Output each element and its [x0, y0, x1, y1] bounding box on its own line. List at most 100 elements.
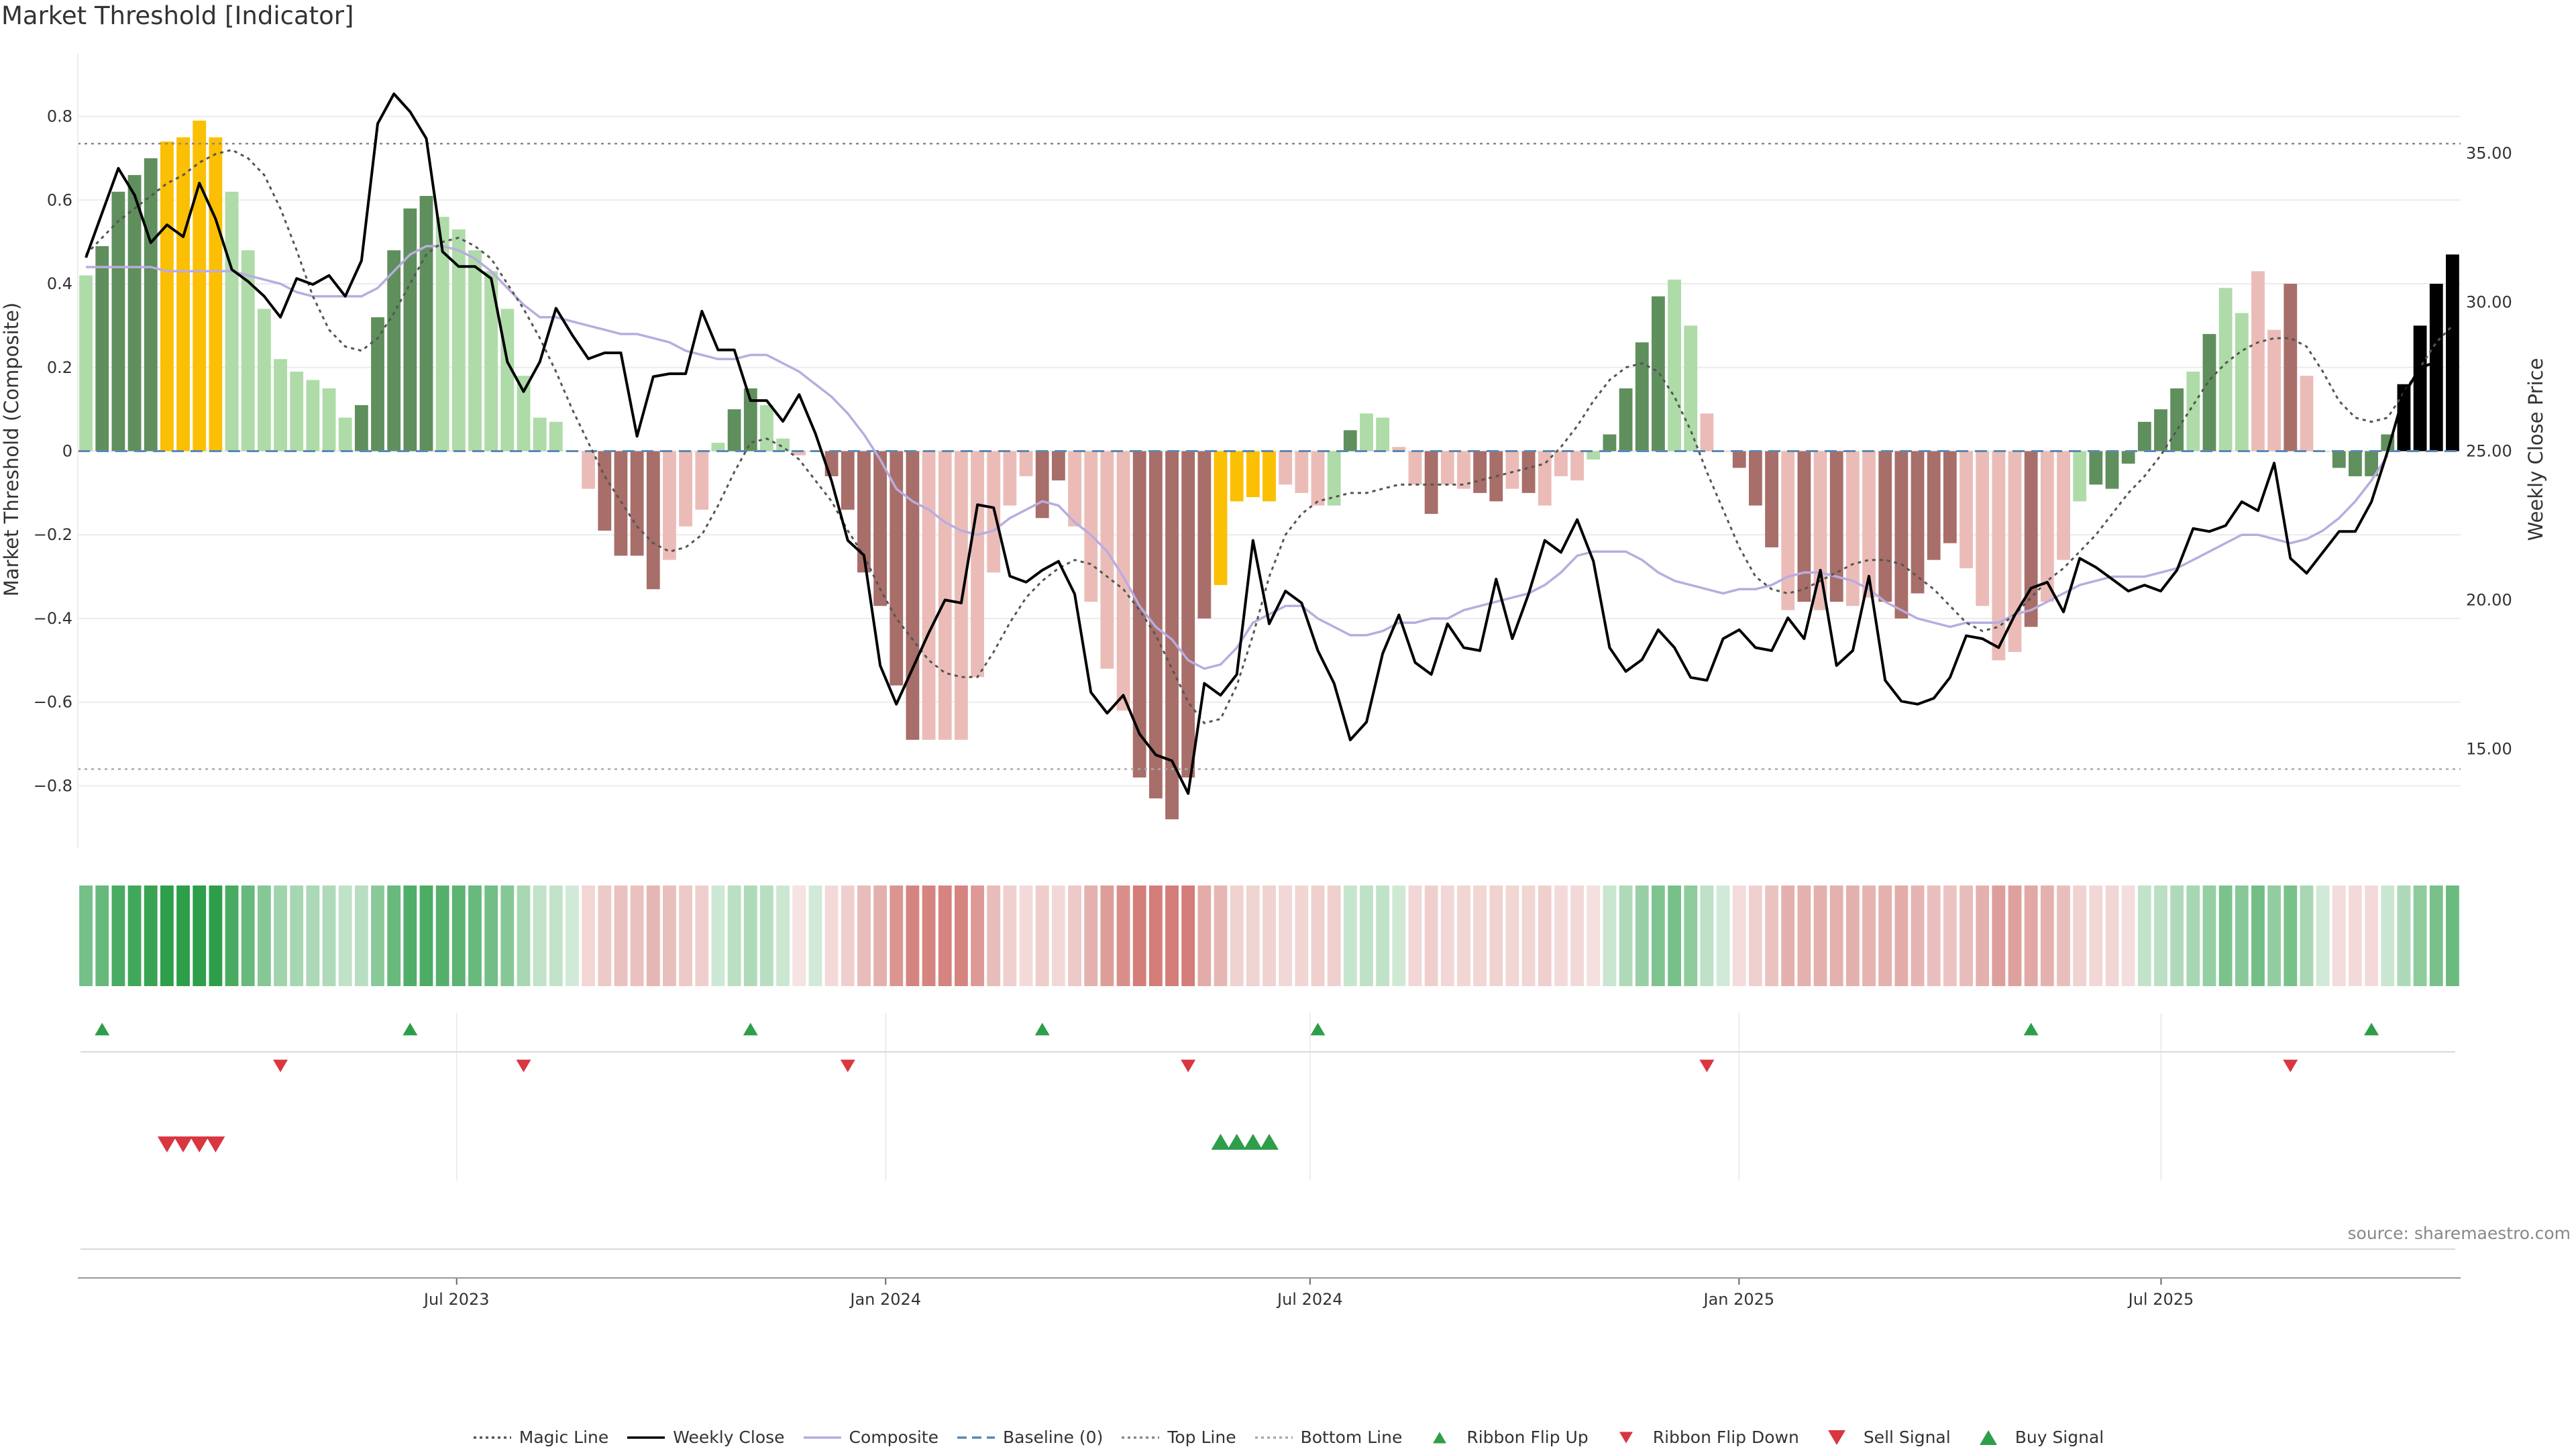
magic-line	[85, 148, 2453, 724]
y-tick-left: 0.2	[47, 358, 72, 377]
composite-bar	[630, 451, 644, 556]
composite-bar	[225, 191, 239, 451]
ribbon-cell	[1408, 885, 1422, 986]
composite-bar	[873, 451, 887, 606]
legend-symbol	[1619, 1432, 1633, 1443]
grid-lines	[78, 115, 2461, 1181]
ribbon-cell	[1295, 885, 1309, 986]
ribbon-cell	[484, 885, 498, 986]
composite-bar	[95, 246, 109, 451]
ribbon-cell	[549, 885, 563, 986]
ribbon-cell	[2397, 885, 2411, 986]
ribbon-cell	[2284, 885, 2298, 986]
ribbon-cell	[1554, 885, 1568, 986]
ribbon-cell	[792, 885, 806, 986]
ribbon-cell	[419, 885, 433, 986]
buy-signal-marker	[1260, 1134, 1279, 1150]
composite-bar	[1279, 451, 1293, 485]
y-tick-right: 35.00	[2466, 144, 2512, 163]
composite-bar	[2040, 451, 2054, 602]
composite-bar	[1392, 447, 1406, 451]
ribbon-cell	[2105, 885, 2119, 986]
ribbon-cell	[614, 885, 628, 986]
ribbon-cell	[857, 885, 871, 986]
composite-bar	[646, 451, 660, 590]
composite-bar	[468, 250, 482, 451]
ribbon-cell	[1100, 885, 1114, 986]
ribbon-cell	[144, 885, 158, 986]
ribbon-cell	[1587, 885, 1601, 986]
ribbon-cell	[695, 885, 709, 986]
ribbon-flip-up-marker	[743, 1022, 758, 1036]
ribbon-cell	[1068, 885, 1081, 986]
ribbon-cell	[2218, 885, 2233, 986]
composite-bar	[1003, 451, 1017, 506]
composite-bar	[322, 388, 336, 451]
ribbon-cell	[193, 885, 207, 986]
legend-label: Sell Signal	[1863, 1428, 1951, 1447]
ribbon-cell	[1116, 885, 1130, 986]
legend-item: Ribbon Flip Down	[1606, 1428, 1799, 1447]
legend-symbol	[1122, 1436, 1160, 1439]
ribbon-cell	[2365, 885, 2379, 986]
legend-label: Buy Signal	[2015, 1428, 2104, 1447]
composite-bar	[2446, 254, 2459, 451]
ribbon-flip-down-marker	[840, 1059, 855, 1073]
ribbon-cell	[241, 885, 255, 986]
ribbon-cell	[954, 885, 968, 986]
composite-bar	[2121, 451, 2135, 464]
legend-label: Bottom Line	[1300, 1428, 1403, 1447]
ribbon-cell	[1716, 885, 1730, 986]
ribbon-cell	[1797, 885, 1811, 986]
ribbon-cell	[727, 885, 741, 986]
ribbon-flip-down-marker	[2283, 1059, 2298, 1073]
ribbon-flip-up-marker	[402, 1022, 418, 1036]
ribbon-cell	[2251, 885, 2265, 986]
composite-bar	[1230, 451, 1244, 502]
composite-bar	[1181, 451, 1195, 777]
composite-bar	[1165, 451, 1179, 820]
composite-bar	[1132, 451, 1146, 777]
ribbon-cell	[1489, 885, 1503, 986]
ribbon-cell	[517, 885, 531, 986]
composite-bar	[241, 250, 255, 451]
ribbon-cell	[1392, 885, 1406, 986]
composite-bar	[1214, 451, 1228, 586]
composite-bar	[354, 405, 368, 451]
ribbon-cell	[1943, 885, 1957, 986]
ribbon-cell	[1035, 885, 1049, 986]
ribbon-flip-down-marker	[1699, 1059, 1715, 1073]
composite-bar	[2089, 451, 2103, 485]
ribbon-cell	[371, 885, 384, 986]
ribbon-cell	[1165, 885, 1179, 986]
composite-bar	[695, 451, 709, 510]
composite-bar	[1295, 451, 1309, 493]
ribbon-cell	[1538, 885, 1552, 986]
legend-item: Baseline (0)	[956, 1428, 1103, 1447]
ribbon-flip-up-marker	[1034, 1022, 1050, 1036]
legend-label: Top Line	[1167, 1428, 1236, 1447]
ribbon-cell	[1960, 885, 1973, 986]
composite-bar	[533, 417, 547, 451]
ribbon-flip-down-marker	[516, 1059, 531, 1073]
legend-label: Baseline (0)	[1002, 1428, 1104, 1447]
ribbon-cell	[225, 885, 239, 986]
ribbon-cell	[1263, 885, 1276, 986]
y-tick-right: 15.00	[2466, 739, 2512, 758]
composite-bar	[274, 359, 287, 451]
ribbon-cell	[1084, 885, 1098, 986]
ribbon-cell	[1505, 885, 1519, 986]
ribbon-cell	[354, 885, 368, 986]
composite-bar	[1521, 451, 1536, 493]
y-tick-left: 0.8	[47, 107, 72, 126]
composite-bar	[711, 443, 725, 451]
sell-signal-marker	[190, 1136, 209, 1152]
composite-bar	[1457, 451, 1470, 489]
composite-bar	[1246, 451, 1260, 498]
ribbon-cell	[2170, 885, 2184, 986]
composite-bar	[500, 309, 515, 451]
ribbon-cell	[1181, 885, 1195, 986]
ribbon-strip	[79, 885, 2459, 986]
composite-bar	[1781, 451, 1795, 610]
